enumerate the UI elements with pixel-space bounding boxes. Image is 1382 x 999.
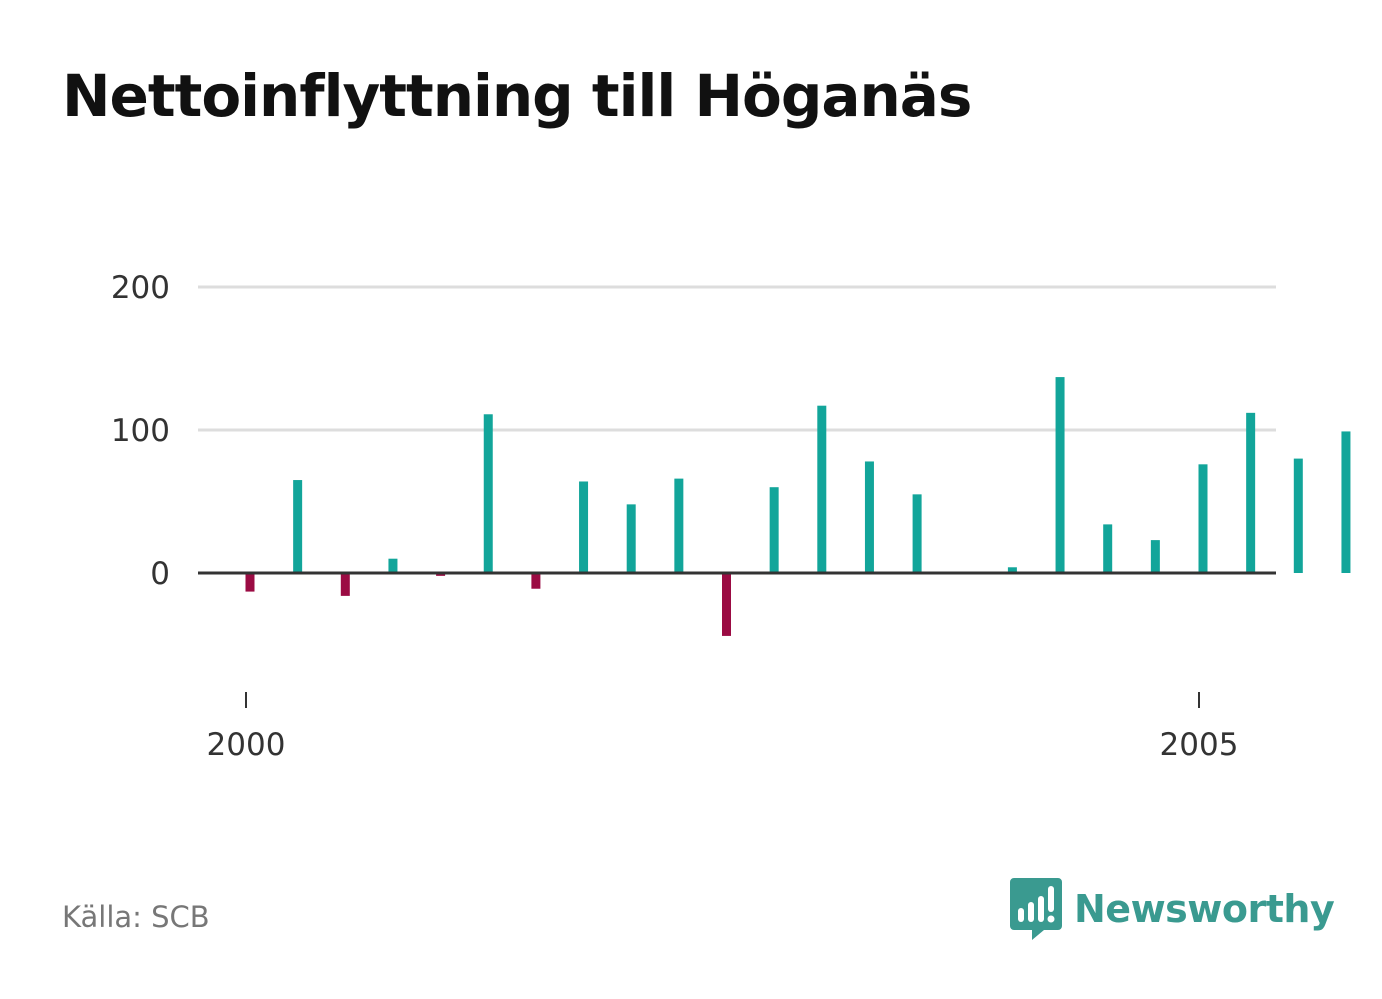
bar <box>817 405 827 573</box>
bar <box>579 481 589 573</box>
x-tick-label: 2000 <box>207 727 286 763</box>
y-axis-labels: 0 100 200 <box>111 270 170 592</box>
bar <box>531 573 541 589</box>
bar <box>483 414 493 573</box>
bar <box>1007 567 1017 573</box>
bar <box>1198 464 1208 573</box>
bar <box>1150 540 1160 573</box>
x-tick-label: 2005 <box>1160 727 1239 763</box>
bar <box>674 478 684 573</box>
bar <box>245 573 255 592</box>
bar <box>1293 458 1303 573</box>
brand-name: Newsworthy <box>1074 887 1335 931</box>
bar <box>1341 431 1351 573</box>
y-tick-label: 0 <box>150 556 170 592</box>
bar <box>626 504 636 573</box>
bar <box>293 480 303 573</box>
bar <box>769 487 779 573</box>
y-tick-label: 100 <box>111 413 170 449</box>
bar <box>912 494 922 573</box>
chart-title: Nettoinflyttning till Höganäs <box>62 62 972 130</box>
y-tick-label: 200 <box>111 270 170 306</box>
brand-logo[interactable]: Newsworthy <box>1010 878 1335 940</box>
x-axis: 200020052010201520202025 <box>207 692 1239 763</box>
newsworthy-logo-icon <box>1010 878 1062 940</box>
source-label: Källa: SCB <box>62 900 210 934</box>
bar <box>388 558 398 573</box>
bar <box>722 573 731 636</box>
bar <box>1055 377 1065 573</box>
bar <box>340 573 350 596</box>
bar <box>1103 524 1113 573</box>
bars <box>245 377 1351 636</box>
bar <box>864 461 874 573</box>
gridlines <box>198 285 1276 432</box>
bar <box>1246 412 1256 573</box>
